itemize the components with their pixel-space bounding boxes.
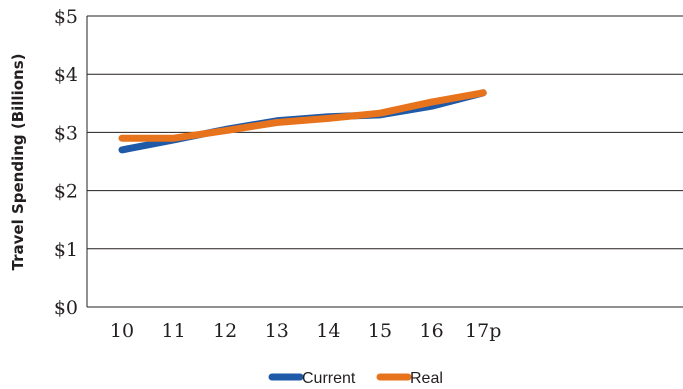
legend-label-real: Real [410, 370, 443, 387]
y-tick-label: $1 [54, 239, 78, 261]
y-tick-label: $3 [54, 122, 78, 144]
data-point-real [172, 136, 176, 140]
y-tick-label: $4 [54, 64, 78, 86]
y-tick-label: $5 [54, 6, 78, 28]
legend-label-current: Current [302, 370, 356, 387]
x-tick-label: 11 [162, 320, 186, 342]
data-point-real [223, 129, 227, 133]
data-point-real [275, 121, 279, 125]
axes [87, 16, 683, 307]
x-tick-label: 16 [420, 320, 444, 342]
series-lines [120, 91, 485, 152]
data-point-real [120, 136, 124, 140]
x-tick-label: 12 [213, 320, 237, 342]
y-tick-labels: $0 $1 $2 $3 $4 $5 [54, 6, 78, 319]
data-point-real [481, 91, 485, 95]
data-point-real [326, 116, 330, 120]
data-point-real [430, 100, 434, 104]
data-point-current [120, 148, 124, 152]
legend: Current Real [272, 370, 443, 387]
y-tick-label: $0 [54, 297, 78, 319]
y-tick-label: $2 [54, 181, 78, 203]
data-point-real [378, 111, 382, 115]
x-tick-label: 17p [465, 320, 501, 342]
grid-lines [87, 16, 683, 249]
x-tick-label: 13 [265, 320, 289, 342]
x-tick-label: 10 [110, 320, 134, 342]
y-axis-label: Travel Spending (Billions) [9, 54, 27, 271]
x-tick-labels: 10 11 12 13 14 15 16 17p [110, 320, 501, 342]
x-tick-label: 15 [368, 320, 392, 342]
x-tick-label: 14 [316, 320, 340, 342]
